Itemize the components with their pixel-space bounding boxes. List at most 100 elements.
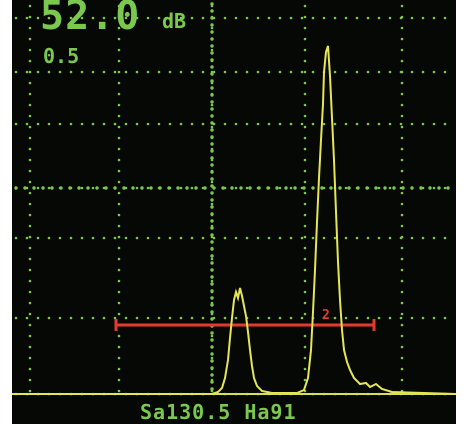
grid-dot — [400, 81, 404, 85]
grid-dot — [69, 316, 73, 320]
ascan-display: 2 52.0 dB 0.5 Sa130.5 Ha91 — [12, 0, 456, 424]
grid-dot — [124, 70, 128, 74]
grid-dot — [303, 202, 307, 206]
grid-dot — [80, 16, 84, 20]
grid-dot — [278, 16, 282, 20]
grid-dot — [117, 235, 121, 239]
grid-dot — [117, 334, 121, 338]
grid-dot — [344, 122, 348, 126]
grid-dot — [140, 186, 144, 190]
grid-dot — [80, 316, 84, 320]
grid-dot — [223, 236, 227, 240]
grid-dot — [104, 186, 108, 190]
grid-dot — [248, 186, 252, 190]
grid-dot — [190, 16, 194, 20]
grid-dot — [303, 279, 307, 283]
grid-dot — [210, 79, 214, 83]
grid-dot — [303, 257, 307, 261]
grid-dot — [210, 51, 214, 55]
grid-dot — [102, 16, 106, 20]
grid-dot — [300, 316, 304, 320]
grid-dot — [234, 16, 238, 20]
grid-dot — [158, 186, 162, 190]
grid-dot — [311, 122, 315, 126]
grid-dot — [400, 367, 404, 371]
gate-indicator: 2 — [114, 308, 376, 331]
grid-dot — [210, 282, 214, 286]
grid-dot — [303, 4, 307, 8]
grid-dot — [124, 236, 128, 240]
grid-dot — [303, 81, 307, 85]
grid-dot — [365, 186, 369, 190]
grid-dot — [400, 103, 404, 107]
grid-dot — [47, 186, 51, 190]
grid-dot — [28, 147, 32, 151]
grid-dot — [28, 125, 32, 129]
grid-dot — [167, 186, 171, 190]
grid-dot — [344, 186, 348, 190]
grid-dot — [303, 15, 307, 19]
grid-dot — [179, 16, 183, 20]
grid-dot — [210, 180, 214, 184]
grid-dot — [117, 169, 121, 173]
grid-dot — [28, 290, 32, 294]
grid-dot — [36, 316, 40, 320]
grid-dot — [256, 316, 260, 320]
grid-dot — [28, 26, 32, 30]
grid-dot — [400, 334, 404, 338]
grid-dot — [117, 37, 121, 41]
grid-dot — [157, 122, 161, 126]
grid-dot — [28, 268, 32, 272]
grid-dot — [210, 198, 214, 202]
grid-dot — [333, 70, 337, 74]
grid-dot — [355, 316, 359, 320]
grid-dot — [311, 186, 315, 190]
grid-dot — [278, 316, 282, 320]
grid-dot — [311, 70, 315, 74]
grid-dot — [28, 356, 32, 360]
grid-dot — [201, 122, 205, 126]
grid-dot — [303, 37, 307, 41]
grid-dot — [201, 70, 205, 74]
grid-dot — [234, 70, 238, 74]
grid-dot — [146, 236, 150, 240]
grid-dot — [443, 316, 447, 320]
grid-dot — [36, 16, 40, 20]
grid-dot — [400, 158, 404, 162]
grid-dot — [25, 16, 29, 20]
grid-dot — [388, 316, 392, 320]
grid — [14, 2, 450, 396]
grid-dot — [28, 4, 32, 8]
grid-dot — [168, 122, 172, 126]
grid-dot — [47, 122, 51, 126]
grid-dot — [59, 186, 63, 190]
grid-dot — [421, 122, 425, 126]
grid-dot — [135, 186, 139, 190]
grid-dot — [210, 100, 214, 104]
grid-dot — [210, 26, 214, 30]
grid-dot — [400, 92, 404, 96]
grid-dot — [210, 135, 214, 139]
grid-dot — [28, 312, 32, 316]
grid-dot — [400, 312, 404, 316]
grid-dot — [344, 236, 348, 240]
grid-dot — [91, 316, 95, 320]
grid-dot — [168, 236, 172, 240]
grid-dot — [146, 16, 150, 20]
grid-dot — [210, 128, 214, 132]
grid-dot — [117, 15, 121, 19]
grid-dot — [210, 373, 214, 377]
grid-dot — [168, 16, 172, 20]
grid-dot — [210, 9, 214, 13]
grid-dot — [157, 16, 161, 20]
grid-dot — [400, 213, 404, 217]
grid-dot — [400, 180, 404, 184]
grid-dot — [210, 338, 214, 342]
grid-dot — [117, 257, 121, 261]
grid-dot — [333, 122, 337, 126]
grid-dot — [400, 301, 404, 305]
grid-dot — [28, 301, 32, 305]
grid-dot — [91, 70, 95, 74]
grid-dot — [14, 70, 18, 74]
grid-dot — [210, 156, 214, 160]
